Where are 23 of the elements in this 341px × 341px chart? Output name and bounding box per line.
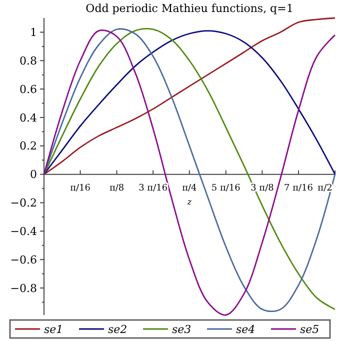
x-tick-label: 3 π/16 xyxy=(138,183,168,194)
legend-label: se5 xyxy=(300,323,320,336)
y-tick-label: −0.2 xyxy=(10,196,37,210)
legend-label: se2 xyxy=(108,323,128,336)
legend-label: se4 xyxy=(236,323,256,336)
x-tick-label: π/8 xyxy=(109,183,124,194)
y-tick-label: 0.4 xyxy=(20,111,37,124)
y-tick-label: 0.8 xyxy=(20,54,37,68)
x-tick-label: 7 π/16 xyxy=(284,183,314,194)
x-tick-label: π/16 xyxy=(70,183,91,194)
y-tick-label: −0.6 xyxy=(10,253,37,266)
legend-label: se3 xyxy=(172,323,192,336)
x-axis-title: z xyxy=(186,197,192,206)
x-tick-label: π/4 xyxy=(182,183,198,194)
chart-title: Odd periodic Mathieu functions, q=1 xyxy=(86,2,294,15)
legend-label: se1 xyxy=(44,323,64,336)
y-tick-label: 1 xyxy=(30,26,37,40)
y-tick-label: 0 xyxy=(30,168,37,182)
y-tick-label: 0.6 xyxy=(20,82,37,96)
y-tick-label: −0.8 xyxy=(10,282,37,295)
x-tick-label: 5 π/16 xyxy=(211,183,241,194)
y-tick-label: −0.4 xyxy=(10,225,37,238)
y-tick-label: 0.2 xyxy=(20,140,37,153)
